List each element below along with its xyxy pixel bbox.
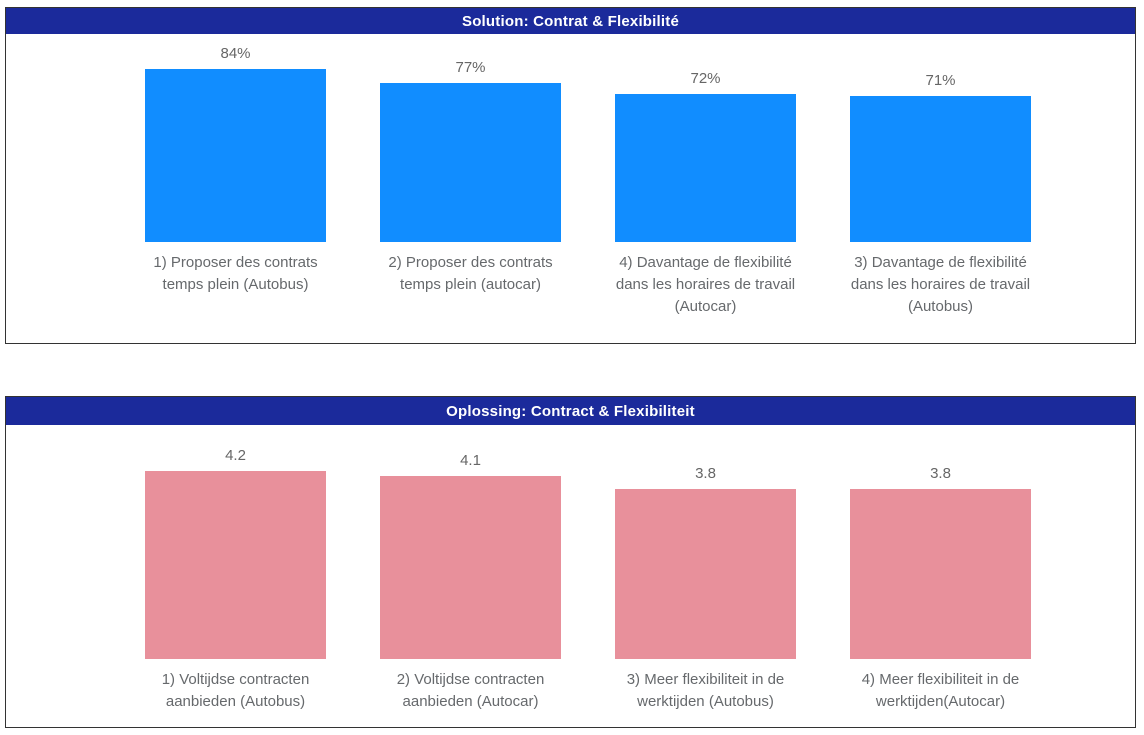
bar-area: 4.1 [353, 425, 588, 659]
bar-column: 71% 3) Davantage de flexibilité dans les … [823, 34, 1058, 318]
bar[interactable] [380, 475, 561, 659]
bar-value-label: 4.1 [460, 451, 481, 469]
bar-area: 3.8 [823, 425, 1058, 659]
oplossing-chart-title: Oplossing: Contract & Flexibiliteit [446, 402, 695, 420]
category-label: 3) Davantage de flexibilité dans les hor… [850, 254, 1031, 315]
bar[interactable] [145, 69, 326, 242]
oplossing-bar-chart: 4.2 1) Voltijdse contracten aanbieden (Au… [6, 425, 1135, 713]
category-label: 1) Voltijdse contracten aanbieden (Autob… [161, 671, 310, 710]
bar-value-label: 3.8 [695, 464, 716, 482]
bar[interactable] [615, 93, 796, 242]
solution-chart-title: Solution: Contrat & Flexibilité [461, 12, 680, 30]
bar-area: 4.2 [118, 425, 353, 659]
bar-area: 77% [353, 34, 588, 242]
solution-chart-title-bar: Solution: Contrat & Flexibilité [6, 8, 1135, 34]
bar-value-label: 3.8 [930, 464, 951, 482]
bar-value-label: 77% [455, 59, 486, 77]
bar[interactable] [145, 471, 326, 659]
solution-bar-chart: 84% 1) Proposer des contrats temps plein … [6, 34, 1135, 318]
bar-value-label: 71% [925, 71, 956, 89]
oplossing-chart-title-bar: Oplossing: Contract & Flexibiliteit [6, 397, 1135, 425]
bar-area: 3.8 [588, 425, 823, 659]
bar-area: 71% [823, 34, 1058, 242]
bar-area: 72% [588, 34, 823, 242]
bar-column: 3.8 3) Meer flexibiliteit in de werktijde… [588, 425, 823, 713]
bar-column: 4.2 1) Voltijdse contracten aanbieden (Au… [118, 425, 353, 713]
category-label: 2) Voltijdse contracten aanbieden (Autoc… [396, 671, 545, 710]
category-label: 3) Meer flexibiliteit in de werktijden (… [626, 671, 785, 710]
bar-area: 84% [118, 34, 353, 242]
bar-column: 4.1 2) Voltijdse contracten aanbieden (Au… [353, 425, 588, 713]
category-label: 2) Proposer des contrats temps plein (au… [388, 254, 553, 293]
oplossing-chart-panel: Oplossing: Contract & Flexibiliteit 4.2 1… [5, 396, 1136, 728]
bar-column: 3.8 4) Meer flexibiliteit in de werktijde… [823, 425, 1058, 713]
bar[interactable] [850, 488, 1031, 659]
category-label: 1) Proposer des contrats temps plein (Au… [153, 254, 318, 293]
bar-column: 84% 1) Proposer des contrats temps plein … [118, 34, 353, 318]
category-label: 4) Meer flexibiliteit in de werktijden(A… [861, 671, 1020, 710]
category-label: 4) Davantage de flexibilité dans les hor… [615, 254, 796, 315]
bar[interactable] [380, 83, 561, 242]
bar-value-label: 84% [220, 45, 251, 62]
bar[interactable] [850, 95, 1031, 242]
bar-column: 72% 4) Davantage de flexibilité dans les … [588, 34, 823, 318]
bar-value-label: 72% [690, 69, 721, 87]
solution-chart-panel: Solution: Contrat & Flexibilité 84% 1) Pr… [5, 7, 1136, 344]
bar-value-label: 4.2 [225, 447, 246, 464]
bar-column: 77% 2) Proposer des contrats temps plein … [353, 34, 588, 318]
bar[interactable] [615, 488, 796, 659]
